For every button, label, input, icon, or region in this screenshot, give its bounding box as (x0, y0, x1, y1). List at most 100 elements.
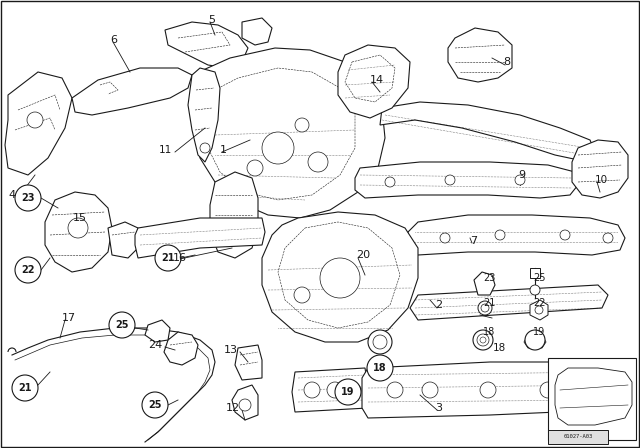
Polygon shape (410, 285, 608, 320)
Polygon shape (235, 345, 262, 380)
Polygon shape (338, 45, 410, 118)
Circle shape (109, 312, 135, 338)
Text: 21: 21 (483, 298, 495, 308)
Text: 25: 25 (533, 273, 545, 283)
Polygon shape (210, 172, 258, 258)
Circle shape (262, 132, 294, 164)
Circle shape (304, 382, 320, 398)
Circle shape (27, 112, 43, 128)
Circle shape (295, 118, 309, 132)
Polygon shape (192, 48, 385, 218)
Circle shape (373, 335, 387, 349)
Text: 10: 10 (595, 175, 608, 185)
Text: 14: 14 (370, 75, 384, 85)
Text: 25: 25 (115, 320, 129, 330)
Polygon shape (72, 68, 192, 115)
Circle shape (477, 334, 489, 346)
Circle shape (387, 382, 403, 398)
Circle shape (440, 233, 450, 243)
Polygon shape (262, 212, 418, 342)
Circle shape (530, 285, 540, 295)
Text: 7: 7 (470, 236, 477, 246)
Text: 25: 25 (148, 400, 162, 410)
Text: 17: 17 (62, 313, 76, 323)
Text: 21: 21 (19, 383, 32, 393)
Text: 21: 21 (161, 253, 175, 263)
Circle shape (367, 355, 393, 381)
Circle shape (142, 392, 168, 418)
Polygon shape (380, 102, 595, 162)
Circle shape (12, 375, 38, 401)
Polygon shape (188, 68, 220, 162)
Text: 9: 9 (518, 170, 525, 180)
Polygon shape (292, 368, 368, 412)
Circle shape (480, 337, 486, 343)
Text: 2: 2 (435, 300, 442, 310)
Polygon shape (242, 18, 272, 45)
Text: 18: 18 (483, 327, 495, 337)
Polygon shape (355, 162, 578, 198)
Circle shape (68, 218, 88, 238)
Text: 18: 18 (373, 363, 387, 373)
Text: 16: 16 (173, 253, 187, 263)
Polygon shape (524, 335, 546, 348)
Circle shape (473, 330, 493, 350)
Text: 23: 23 (483, 273, 495, 283)
Circle shape (327, 382, 343, 398)
Polygon shape (530, 300, 548, 320)
Text: 19: 19 (533, 327, 545, 337)
Circle shape (480, 382, 496, 398)
Circle shape (445, 175, 455, 185)
Text: 8: 8 (503, 57, 510, 67)
Circle shape (239, 399, 251, 411)
Text: 11: 11 (159, 145, 172, 155)
Text: 6: 6 (110, 35, 117, 45)
Text: 22: 22 (533, 298, 545, 308)
Circle shape (560, 230, 570, 240)
Circle shape (422, 382, 438, 398)
Polygon shape (5, 72, 72, 175)
Circle shape (200, 143, 210, 153)
Polygon shape (530, 268, 540, 278)
Polygon shape (45, 192, 112, 272)
Circle shape (385, 177, 395, 187)
Text: 3: 3 (435, 403, 442, 413)
Polygon shape (572, 140, 628, 198)
Polygon shape (164, 332, 198, 365)
Text: 18: 18 (493, 343, 506, 353)
Text: 24: 24 (148, 340, 162, 350)
Text: 23: 23 (21, 193, 35, 203)
Circle shape (320, 258, 360, 298)
Circle shape (349, 384, 361, 396)
Circle shape (308, 152, 328, 172)
Circle shape (247, 160, 263, 176)
FancyBboxPatch shape (548, 430, 608, 444)
Text: 4: 4 (8, 190, 15, 200)
Polygon shape (108, 222, 138, 258)
Polygon shape (362, 362, 618, 418)
Circle shape (540, 382, 556, 398)
Text: 01027-A03: 01027-A03 (563, 435, 593, 439)
Circle shape (603, 233, 613, 243)
Polygon shape (145, 320, 170, 342)
Polygon shape (408, 215, 625, 255)
Circle shape (15, 257, 41, 283)
Circle shape (478, 301, 492, 315)
FancyBboxPatch shape (548, 358, 636, 440)
Text: 5: 5 (208, 15, 215, 25)
Circle shape (155, 245, 181, 271)
Circle shape (15, 185, 41, 211)
Polygon shape (474, 272, 495, 295)
Text: 15: 15 (73, 213, 87, 223)
Text: 22: 22 (21, 265, 35, 275)
Text: 20: 20 (356, 250, 370, 260)
Polygon shape (135, 218, 265, 258)
Circle shape (335, 379, 361, 405)
Circle shape (495, 230, 505, 240)
Polygon shape (232, 385, 258, 420)
Circle shape (515, 175, 525, 185)
Circle shape (368, 330, 392, 354)
Polygon shape (165, 22, 248, 68)
Text: 12: 12 (226, 403, 240, 413)
Text: 1: 1 (220, 145, 227, 155)
